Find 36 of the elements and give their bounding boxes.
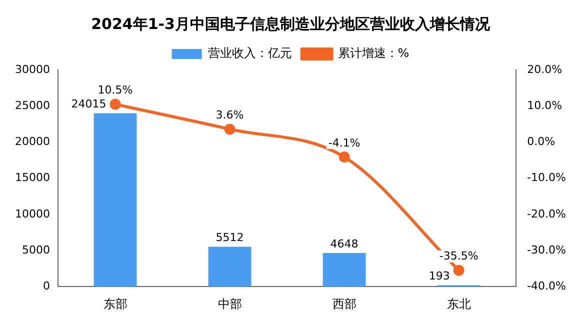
y2-tick-label: 0.0% — [527, 135, 556, 148]
data-label: 3.6% — [216, 108, 244, 122]
data-label: 5512 — [216, 231, 244, 244]
y2-tick-label: 20.0% — [527, 62, 562, 76]
data-label: -4.1% — [328, 136, 360, 150]
legend-label: 累计增速：% — [338, 46, 410, 60]
point — [453, 264, 464, 276]
x-tick-label: 中部 — [218, 296, 242, 311]
bar — [208, 246, 252, 287]
point — [224, 124, 236, 135]
y-tick-label: 15000 — [14, 171, 50, 184]
y2-tick-label: -40.0% — [527, 279, 566, 292]
y2-tick-label: -20.0% — [527, 207, 566, 220]
legend-label: 营业收入：亿元 — [208, 46, 292, 60]
data-label: -35.5% — [439, 250, 478, 263]
y-tick-label: 25000 — [14, 98, 50, 112]
data-label: 4648 — [330, 237, 358, 250]
y-tick-label: 30000 — [14, 62, 50, 76]
y2-tick-label: -30.0% — [527, 243, 566, 256]
y-tick-label: 10000 — [14, 207, 50, 220]
data-label: 24015 — [71, 98, 106, 111]
x-tick-label: 东部 — [103, 296, 128, 311]
data-label: 10.5% — [98, 84, 133, 97]
bar — [94, 113, 137, 287]
y-tick-label: 0 — [42, 279, 50, 292]
chart-title: 2024年1-3月中国电子信息制造业分地区营业收入增长情况 — [91, 14, 491, 33]
y2-tick-label: 10.0% — [527, 98, 562, 112]
point — [338, 152, 350, 162]
bar — [322, 253, 366, 287]
data-label: 193 — [428, 270, 450, 283]
x-tick-label: 西部 — [332, 296, 356, 311]
y-tick-label: 20000 — [14, 135, 50, 148]
y-tick-label: 5000 — [22, 243, 50, 256]
y2-tick-label: -10.0% — [527, 171, 566, 184]
x-tick-label: 东北 — [446, 296, 471, 311]
point — [110, 98, 121, 110]
